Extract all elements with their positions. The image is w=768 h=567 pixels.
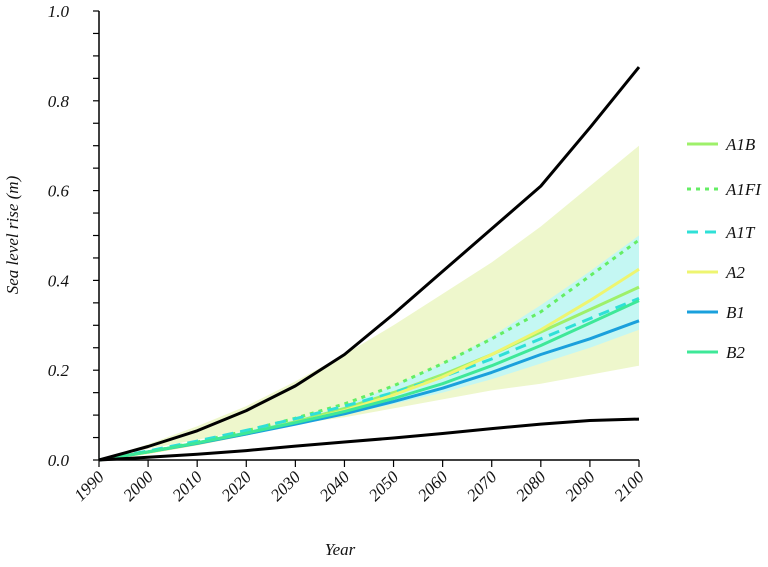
x-axis-label: Year — [325, 540, 356, 559]
legend: A1B A1FI A1T A2 B1 B2 — [687, 135, 762, 362]
series-lines — [98, 66, 641, 462]
y-tick-label: 0.4 — [48, 271, 70, 290]
x-tick-label: 2050 — [365, 467, 403, 505]
x-tick-label: 2090 — [561, 467, 599, 505]
y-tick-label: 0.0 — [48, 451, 70, 470]
uncertainty-band-2 — [99, 235, 639, 460]
legend-label-a1fi: A1FI — [725, 180, 762, 199]
series-line-a1t — [98, 297, 640, 462]
x-tick-label: 2100 — [610, 467, 648, 505]
legend-label-a1t: A1T — [725, 223, 756, 242]
y-tick-label: 0.6 — [48, 182, 70, 201]
x-tick-label: 1990 — [70, 467, 108, 505]
x-tick-label: 2060 — [414, 467, 452, 505]
y-axis-label: Sea level rise (m) — [3, 175, 22, 294]
y-tick-label: 1.0 — [48, 2, 70, 21]
legend-label-b1: B1 — [726, 303, 745, 322]
legend-label-a2: A2 — [725, 263, 745, 282]
x-tick-label: 2020 — [218, 467, 256, 505]
legend-label-a1b: A1B — [725, 135, 756, 154]
uncertainty-bands — [99, 145, 639, 460]
x-tick-label: 2040 — [316, 467, 354, 505]
x-tick-label: 2000 — [119, 467, 157, 505]
y-tick-label: 0.2 — [48, 361, 70, 380]
series-line-b2 — [98, 299, 640, 462]
x-tick-label: 2030 — [267, 467, 305, 505]
upper-envelope-line — [98, 66, 641, 462]
legend-label-b2: B2 — [726, 343, 745, 362]
x-tick-label: 2070 — [463, 467, 501, 505]
x-tick-label: 2080 — [512, 467, 550, 505]
x-tick-label: 2010 — [169, 467, 207, 505]
lower-envelope-line — [98, 417, 640, 462]
y-tick-label: 0.8 — [48, 92, 70, 111]
uncertainty-band-1 — [99, 145, 639, 460]
